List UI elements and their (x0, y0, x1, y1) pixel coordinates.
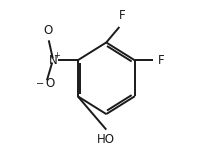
Text: N: N (49, 54, 57, 67)
Text: −: − (36, 79, 44, 89)
Text: F: F (158, 54, 164, 67)
Text: +: + (53, 51, 60, 60)
Text: F: F (118, 9, 125, 22)
Text: O: O (44, 24, 53, 37)
Text: O: O (45, 77, 55, 90)
Text: HO: HO (97, 133, 115, 146)
